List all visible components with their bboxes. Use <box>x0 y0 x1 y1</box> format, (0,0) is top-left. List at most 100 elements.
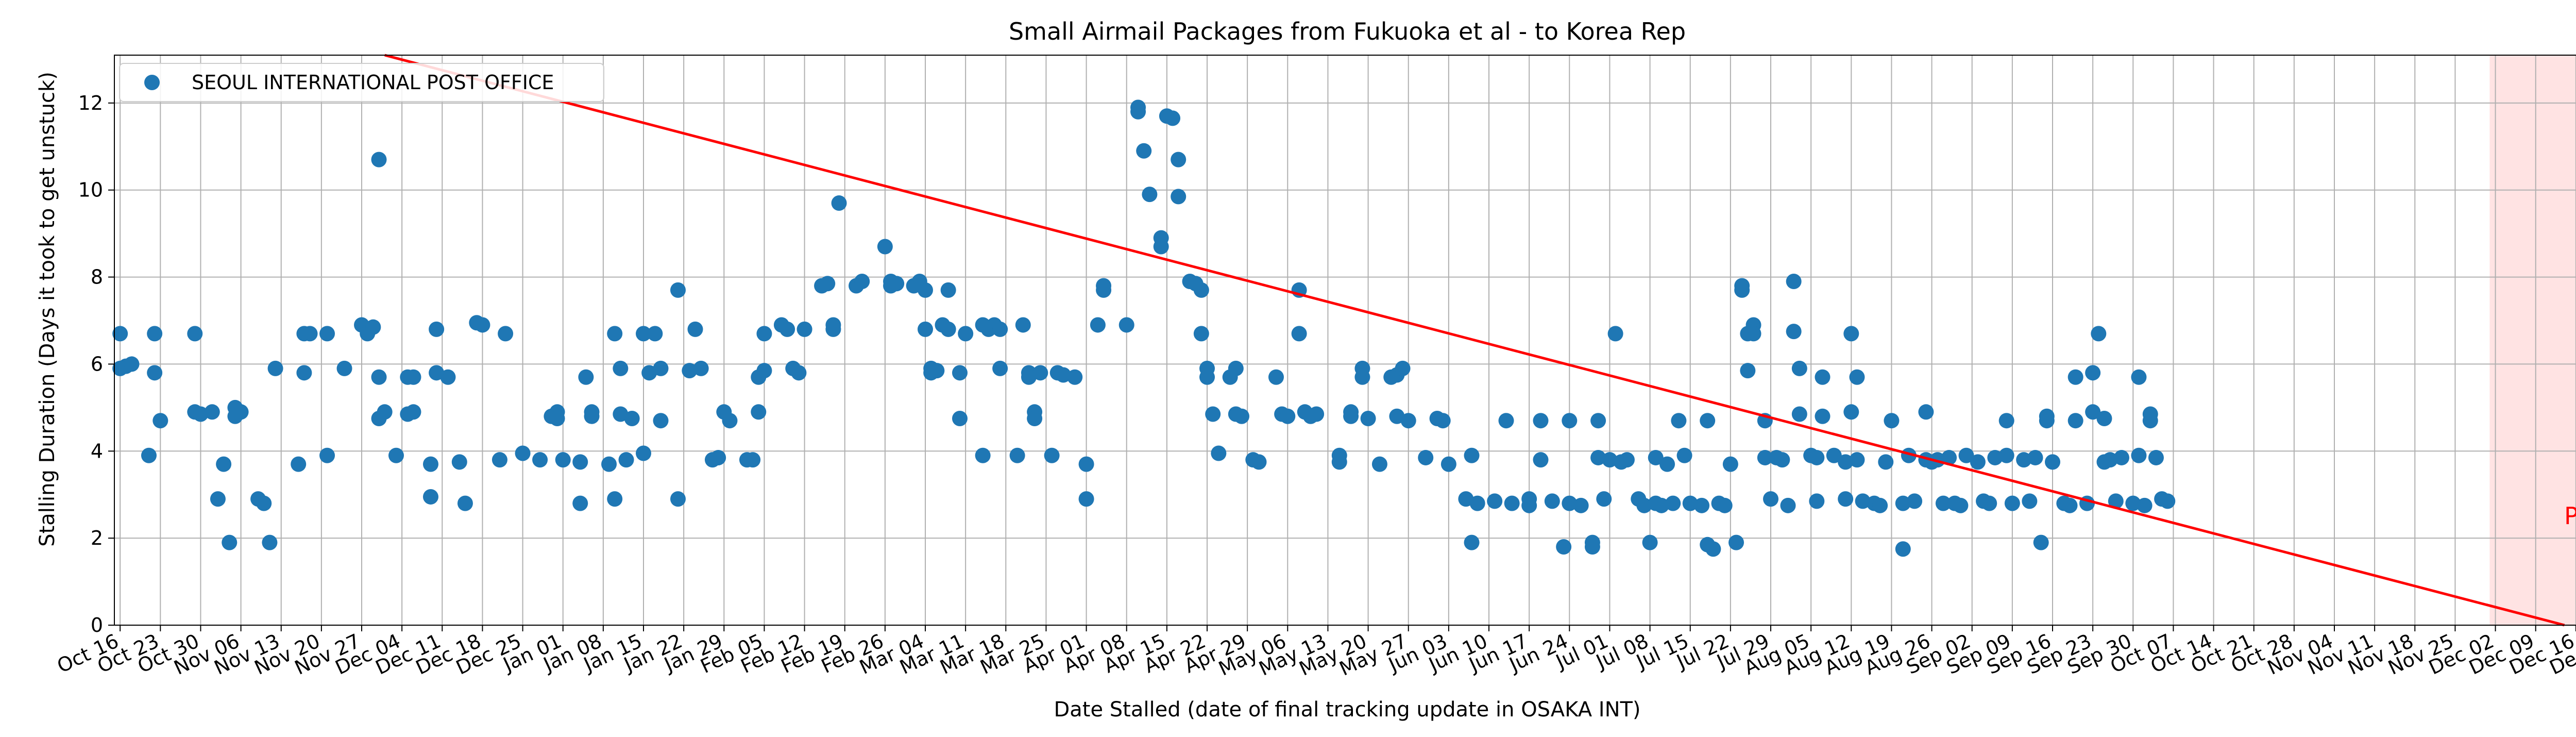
data-point <box>1981 495 1997 511</box>
data-point <box>2045 454 2061 470</box>
data-point <box>1826 447 1842 463</box>
data-point <box>1464 534 1480 550</box>
data-point <box>1331 454 1347 470</box>
data-point <box>1849 452 1865 468</box>
data-point <box>647 326 663 342</box>
data-point <box>336 360 352 376</box>
chart-title: Small Airmail Packages from Fukuoka et a… <box>1009 18 1686 45</box>
data-point <box>1878 454 1894 470</box>
data-point <box>1815 369 1831 385</box>
data-point <box>1884 413 1900 429</box>
data-point <box>1371 456 1387 472</box>
data-point <box>1400 413 1416 429</box>
data-point <box>710 449 726 465</box>
data-point <box>940 282 956 298</box>
data-point <box>918 282 934 298</box>
data-point <box>532 452 548 468</box>
data-point <box>1855 493 1871 509</box>
data-point <box>1722 456 1738 472</box>
data-point <box>222 534 238 550</box>
data-point <box>1838 491 1854 507</box>
data-point <box>1251 454 1267 470</box>
data-point <box>584 404 600 420</box>
data-point <box>751 404 767 420</box>
data-point <box>147 365 163 381</box>
data-point <box>796 321 812 337</box>
data-point <box>1941 449 1957 465</box>
data-point <box>854 274 870 290</box>
data-point <box>1659 456 1675 472</box>
data-point <box>1165 110 1181 126</box>
data-point <box>940 321 956 337</box>
data-point <box>2148 449 2164 465</box>
data-point <box>1533 413 1549 429</box>
data-point <box>1487 493 1503 509</box>
data-point <box>1665 495 1681 511</box>
data-point <box>1895 495 1911 511</box>
data-point <box>371 152 387 167</box>
data-point <box>124 356 140 372</box>
data-point <box>1504 495 1520 511</box>
data-point <box>952 365 968 381</box>
data-point <box>682 363 698 379</box>
data-point <box>1838 454 1854 470</box>
data-point <box>636 445 652 461</box>
data-point <box>256 495 272 511</box>
data-point <box>1544 493 1560 509</box>
data-point <box>1642 534 1658 550</box>
data-point <box>1602 452 1618 468</box>
data-point <box>1757 449 1773 465</box>
data-point <box>365 319 381 335</box>
data-point <box>1786 274 1802 290</box>
data-point <box>791 365 807 381</box>
data-point <box>693 360 709 376</box>
data-point <box>1929 452 1945 468</box>
data-point <box>1360 410 1376 426</box>
legend: SEOUL INTERNATIONAL POST OFFICE <box>119 63 604 102</box>
data-point <box>607 326 623 342</box>
data-point <box>572 454 588 470</box>
data-point <box>302 326 318 342</box>
data-point <box>1044 447 1060 463</box>
data-point <box>1584 534 1600 550</box>
data-point <box>2137 497 2153 513</box>
data-point <box>262 534 278 550</box>
data-point <box>929 363 945 379</box>
data-point <box>1815 408 1831 424</box>
data-point <box>2131 369 2147 385</box>
y-tick-label: 6 <box>91 353 103 375</box>
data-point <box>1763 491 1779 507</box>
data-point <box>2142 406 2158 422</box>
data-point <box>405 369 421 385</box>
data-point <box>429 321 445 337</box>
data-point <box>992 321 1008 337</box>
data-point <box>992 360 1008 376</box>
y-tick-label: 0 <box>91 614 103 636</box>
data-point <box>2027 449 2043 465</box>
data-point <box>2160 493 2176 509</box>
legend-box <box>119 63 604 102</box>
data-point <box>1596 491 1612 507</box>
data-point <box>1745 326 1761 342</box>
data-point <box>1573 497 1589 513</box>
data-point <box>653 360 669 376</box>
data-point <box>112 326 128 342</box>
data-point <box>618 452 634 468</box>
data-point <box>1998 447 2014 463</box>
data-point <box>515 445 531 461</box>
data-point <box>492 452 507 468</box>
data-point <box>216 456 232 472</box>
present-annotation: Present <box>2564 502 2576 530</box>
data-point <box>1694 497 1710 513</box>
data-point <box>1648 449 1664 465</box>
data-point <box>572 495 588 511</box>
data-point <box>1728 534 1744 550</box>
data-point <box>440 369 456 385</box>
data-point <box>1469 495 1485 511</box>
data-point <box>2091 326 2107 342</box>
data-point <box>1309 406 1325 422</box>
data-point <box>1970 454 1986 470</box>
data-point <box>319 326 335 342</box>
